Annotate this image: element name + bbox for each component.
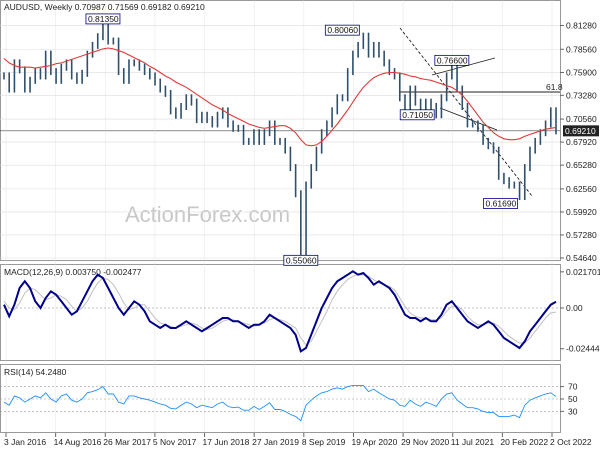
rsi-tick-label: 30 bbox=[568, 406, 578, 416]
moving-average-series bbox=[3, 47, 557, 147]
price-tick-label: 0.62560 bbox=[566, 184, 597, 194]
macd-panel-frame bbox=[0, 264, 561, 361]
price-annotation-label: 0.71050 bbox=[402, 110, 433, 120]
price-grid bbox=[0, 25, 560, 259]
current-price-marker: 0.69210 bbox=[563, 125, 599, 137]
macd-tick-label: -0.024445 bbox=[566, 344, 600, 354]
time-tick-label: 8 Sep 2019 bbox=[302, 437, 346, 447]
price-annotation-box bbox=[483, 198, 518, 209]
time-tick-label: 27 Jan 2019 bbox=[252, 437, 299, 447]
price-annotation-box bbox=[324, 24, 360, 36]
rsi-level-lines bbox=[0, 386, 560, 412]
price-annotation-label: 0.76600 bbox=[437, 55, 468, 65]
time-tick-label: 19 Apr 2020 bbox=[351, 437, 397, 447]
time-tick-label: 20 Feb 2022 bbox=[500, 437, 548, 447]
price-tick-label: 0.81280 bbox=[566, 21, 597, 31]
time-tick-label: 14 Aug 2016 bbox=[54, 437, 102, 447]
time-tick-label: 5 Nov 2017 bbox=[153, 437, 197, 447]
price-annotation-label: 0.61690 bbox=[486, 198, 517, 208]
time-tick-label: 26 Mar 2017 bbox=[103, 437, 151, 447]
rsi-axis-ticks: 70 50 30 bbox=[560, 382, 578, 416]
price-tick-label: 0.65280 bbox=[566, 160, 597, 170]
time-tick-label: 17 Jun 2018 bbox=[203, 437, 250, 447]
price-tick-label: 0.67920 bbox=[566, 137, 597, 147]
price-annotations: 0.81350 0.55060 0.80060 0.76600 0.71050 0.616… bbox=[85, 13, 518, 266]
rsi-tick-label: 50 bbox=[568, 394, 578, 404]
rsi-panel-frame bbox=[0, 364, 561, 433]
price-annotation-label: 0.81350 bbox=[88, 14, 119, 24]
time-tick-label: 3 Jan 2016 bbox=[4, 437, 46, 447]
price-annotation-box bbox=[85, 13, 121, 25]
price-axis-ticks: 0.81280 0.78560 0.75900 0.73280 0.70560 0.679… bbox=[560, 21, 597, 263]
macd-tick-label: 0.00 bbox=[566, 303, 583, 313]
watermark: ActionForex.com bbox=[125, 202, 290, 227]
price-annotation-box bbox=[434, 54, 470, 66]
rsi-line bbox=[3, 384, 557, 422]
time-tick-label: 11 Jul 2021 bbox=[451, 437, 495, 447]
falling-trendline bbox=[399, 27, 533, 197]
time-tick-label: 2 Oct 2022 bbox=[550, 437, 592, 447]
price-tick-label: 0.73280 bbox=[566, 90, 597, 100]
price-tick-label: 0.75900 bbox=[566, 67, 597, 77]
price-panel-title: AUDUSD, Weekly 0.70987 0.71569 0.69182 0… bbox=[4, 2, 205, 12]
price-annotation-box bbox=[283, 254, 319, 266]
price-tick-label: 0.54640 bbox=[566, 253, 597, 263]
macd-main-line bbox=[3, 270, 557, 353]
rsi-panel-title: RSI(14) 54.2480 bbox=[4, 367, 67, 377]
price-tick-label: 0.57280 bbox=[566, 230, 597, 240]
rsi-series bbox=[3, 384, 557, 422]
price-tick-label: 0.78560 bbox=[566, 44, 597, 54]
rsi-tick-label: 70 bbox=[568, 382, 578, 392]
moving-average-line bbox=[3, 47, 557, 147]
macd-signal-line bbox=[3, 274, 557, 346]
macd-tick-label: 0.021701 bbox=[566, 267, 600, 277]
macd-panel-title: MACD(12,26,9) 0.003750 -0.002477 bbox=[4, 267, 142, 277]
macd-series bbox=[3, 270, 557, 353]
macd-axis-ticks: 0.021701 0.00 -0.024445 bbox=[560, 267, 600, 354]
time-axis-ticks: 3 Jan 2016 14 Aug 2016 26 Mar 2017 5 Nov 20… bbox=[4, 0, 592, 447]
price-panel-frame bbox=[0, 0, 561, 261]
price-annotation-box bbox=[399, 109, 435, 121]
fib-level-label: 61.8 bbox=[546, 82, 563, 92]
time-tick-label: 29 Nov 2020 bbox=[401, 437, 449, 447]
current-price-label: 0.69210 bbox=[565, 126, 596, 136]
price-annotation-label: 0.80060 bbox=[327, 25, 358, 35]
price-tick-label: 0.59920 bbox=[566, 207, 597, 217]
price-tick-label: 0.70560 bbox=[566, 114, 597, 124]
price-annotation-label: 0.55060 bbox=[286, 255, 317, 265]
channel-upper-line bbox=[431, 57, 496, 76]
